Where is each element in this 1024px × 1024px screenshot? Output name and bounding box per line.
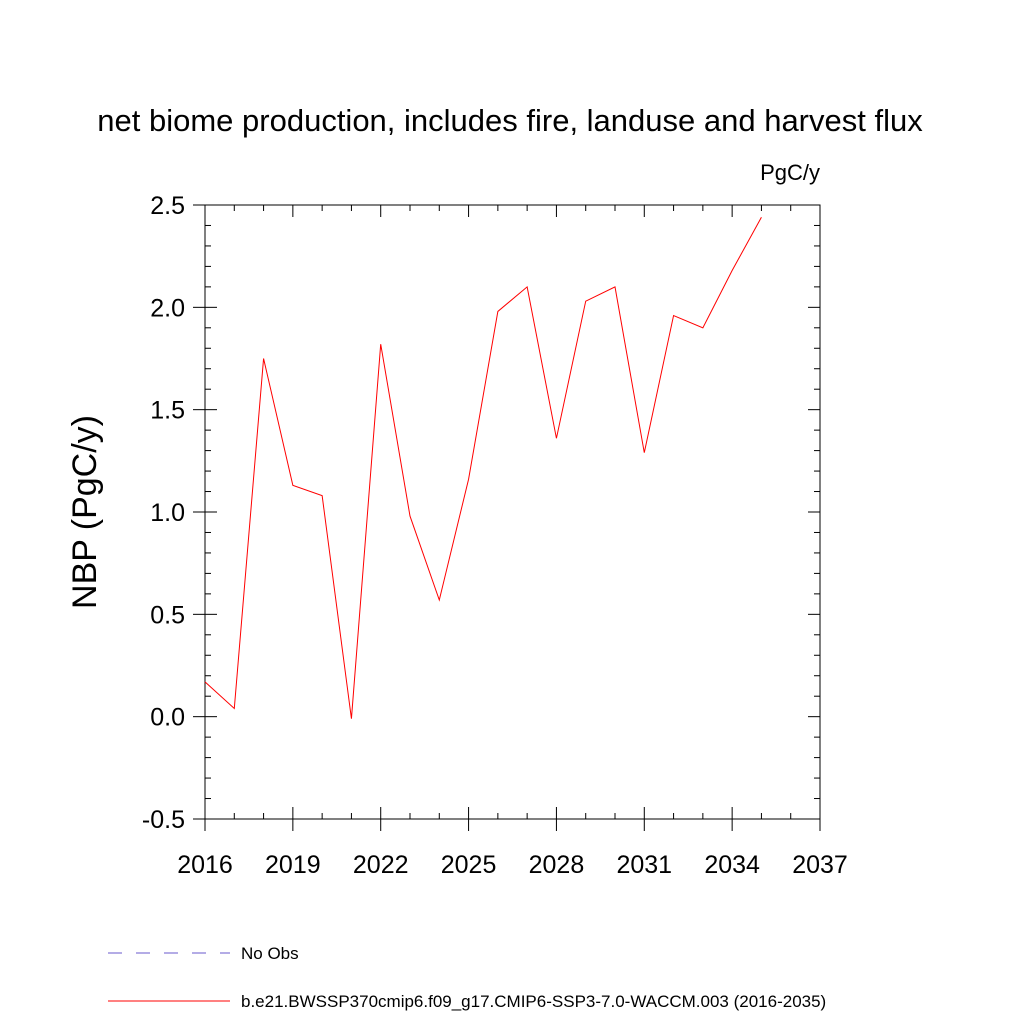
series-group [204, 217, 762, 719]
x-tick-label: 2019 [265, 851, 321, 879]
series-line-model [204, 217, 762, 719]
x-tick-label: 2022 [353, 851, 409, 879]
x-tick-label: 2028 [529, 851, 585, 879]
chart-title: net biome production, includes fire, lan… [97, 103, 923, 138]
y-tick-label: 0.5 [150, 601, 185, 629]
y-tick-label: 0.0 [150, 704, 185, 732]
x-tick-label: 2034 [704, 851, 760, 879]
legend-label-model: b.e21.BWSSP370cmip6.f09_g17.CMIP6-SSP3-7… [241, 992, 826, 1011]
y-tick-label: 1.5 [150, 397, 185, 425]
y-tick-labels: -0.5 0.0 0.5 1.0 1.5 2.0 2.5 [142, 192, 185, 834]
x-tick-label: 2031 [616, 851, 672, 879]
x-tick-labels: 2016 2019 2022 2025 2028 2031 2034 2037 [177, 851, 848, 879]
y-axis-label: NBP (PgC/y) [66, 415, 104, 609]
plot-frame [204, 204, 821, 820]
y-tick-label: 1.0 [150, 499, 185, 527]
x-tick-label: 2016 [177, 851, 233, 879]
x-tick-label: 2025 [441, 851, 497, 879]
y-tick-label: 2.0 [150, 294, 185, 322]
legend: No Obs b.e21.BWSSP370cmip6.f09_g17.CMIP6… [108, 944, 826, 1011]
units-label: PgC/y [760, 160, 820, 185]
y-tick-label: -0.5 [142, 806, 185, 834]
x-tick-label: 2037 [792, 851, 848, 879]
y-tick-label: 2.5 [150, 192, 185, 220]
legend-label-no-obs: No Obs [241, 944, 299, 963]
axis-ticks [193, 204, 821, 831]
